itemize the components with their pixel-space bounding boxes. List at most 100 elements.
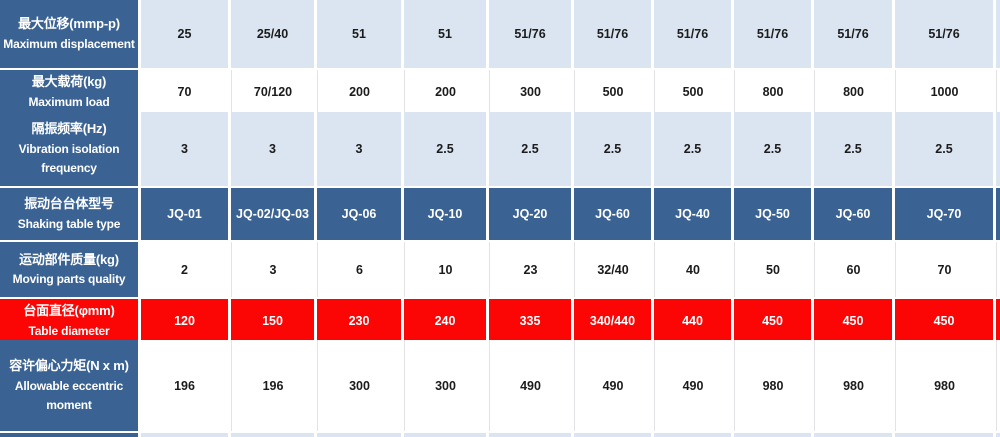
- table-cell: 300: [317, 340, 401, 431]
- table-cell: 3: [317, 112, 401, 186]
- table-cell: JQ-02/JQ-03: [231, 188, 314, 240]
- table-cell: 490: [654, 340, 731, 431]
- table-cell: 240: [404, 299, 486, 343]
- row-label-chinese: 最大载荷(kg): [31, 74, 107, 89]
- table-cell: 340/440: [574, 299, 651, 343]
- table-row-shaking-table-type: 振动台台体型号 Shaking table type JQ-01 JQ-02/JQ-0…: [0, 188, 1000, 240]
- table-cell: 2.5: [895, 112, 993, 186]
- table-cell: JQ-40: [654, 188, 731, 240]
- table-cell-clipped: [996, 242, 1000, 297]
- table-cell: 51/76: [654, 0, 731, 68]
- table-row-table-diameter: 台面直径(φmm) Table diameter 120 150 230 240 335 34…: [0, 299, 1000, 343]
- table-cell-clipped: [996, 299, 1000, 343]
- row-label: 振动台台体型号 Shaking table type: [0, 188, 138, 240]
- table-cell: 6: [317, 242, 401, 297]
- table-cell: 23: [489, 242, 571, 297]
- table-cell: 2.5: [404, 112, 486, 186]
- table-cell: 500: [574, 70, 651, 114]
- table-cell: 300: [404, 340, 486, 431]
- row-label: 容许偏心力矩(N x m) Allowable eccentric moment: [0, 340, 138, 431]
- table-row-moving-parts-quality: 运动部件质量(kg) Moving parts quality 2 3 6 10 23 32/…: [0, 242, 1000, 297]
- table-cell: 150: [231, 299, 314, 343]
- table-cell: 1000: [895, 70, 993, 114]
- table-cell-clipped: [996, 340, 1000, 431]
- table-cell-clipped: [996, 0, 1000, 68]
- table-cell: 2: [141, 242, 228, 297]
- table-cell: 2.5: [734, 112, 811, 186]
- table-cell: JQ-20: [489, 188, 571, 240]
- table-cell: 300: [489, 70, 571, 114]
- row-label: 最大位移(mmp-p) Maximum displacement: [0, 0, 138, 68]
- table-cell: [317, 433, 401, 437]
- table-cell: 500: [654, 70, 731, 114]
- table-cell: 32/40: [574, 242, 651, 297]
- row-label-english: Vibration isolation frequency: [18, 142, 120, 176]
- table-cell: [574, 433, 651, 437]
- table-cell-clipped: [996, 188, 1000, 240]
- row-label: [0, 433, 138, 437]
- table-cell: 70: [141, 70, 228, 114]
- table-cell: 450: [895, 299, 993, 343]
- table-cell: 490: [574, 340, 651, 431]
- table-cell: 70/120: [231, 70, 314, 114]
- table-cell: 196: [231, 340, 314, 431]
- row-label: 台面直径(φmm) Table diameter: [0, 299, 138, 343]
- table-cell: 2.5: [654, 112, 731, 186]
- table-cell: 800: [814, 70, 892, 114]
- table-cell: 200: [404, 70, 486, 114]
- row-label: 运动部件质量(kg) Moving parts quality: [0, 242, 138, 297]
- table-cell: 25: [141, 0, 228, 68]
- table-cell: 70: [895, 242, 993, 297]
- table-cell: JQ-01: [141, 188, 228, 240]
- table-cell: [734, 433, 811, 437]
- table-cell: JQ-10: [404, 188, 486, 240]
- table-row-vibration-isolation-frequency: 隔振频率(Hz) Vibration isolation frequency 3 3 3…: [0, 112, 1000, 186]
- row-label-chinese: 台面直径(φmm): [23, 303, 115, 318]
- table-cell: 10: [404, 242, 486, 297]
- row-label-english: Table diameter: [28, 323, 110, 338]
- table-cell: 50: [734, 242, 811, 297]
- table-cell: 440: [654, 299, 731, 343]
- table-cell: 196: [141, 340, 228, 431]
- table-cell: 60: [814, 242, 892, 297]
- table-cell: 2.5: [814, 112, 892, 186]
- table-cell: 51: [317, 0, 401, 68]
- row-label: 最大载荷(kg) Maximum load: [0, 70, 138, 114]
- row-label-chinese: 容许偏心力矩(N x m): [9, 357, 129, 373]
- table-cell: 25/40: [231, 0, 314, 68]
- table-cell: 51/76: [895, 0, 993, 68]
- row-label-english: Maximum displacement: [3, 36, 135, 51]
- table-cell: [404, 433, 486, 437]
- table-cell: [654, 433, 731, 437]
- table-cell-clipped: [996, 70, 1000, 114]
- table-cell: 980: [814, 340, 892, 431]
- table-cell: 51/76: [814, 0, 892, 68]
- table-row-maximum-load: 最大载荷(kg) Maximum load 70 70/120 200 200 300 500…: [0, 70, 1000, 114]
- table-cell: 3: [141, 112, 228, 186]
- row-label-chinese: 最大位移(mmp-p): [18, 16, 120, 31]
- table-cell: 980: [734, 340, 811, 431]
- table-cell-clipped: [996, 433, 1000, 437]
- table-cell: 450: [734, 299, 811, 343]
- table-cell: 800: [734, 70, 811, 114]
- table-cell: 120: [141, 299, 228, 343]
- row-label: 隔振频率(Hz) Vibration isolation frequency: [0, 112, 138, 186]
- row-label-english: Moving parts quality: [12, 272, 126, 287]
- table-cell: 2.5: [489, 112, 571, 186]
- table-cell: 40: [654, 242, 731, 297]
- table-cell: 51/76: [574, 0, 651, 68]
- table-cell: 490: [489, 340, 571, 431]
- table-cell: 335: [489, 299, 571, 343]
- table-cell: 3: [231, 242, 314, 297]
- row-label-english: Shaking table type: [17, 216, 121, 231]
- table-cell: 200: [317, 70, 401, 114]
- table-cell: [814, 433, 892, 437]
- table-cell-clipped: [996, 112, 1000, 186]
- table-cell: 450: [814, 299, 892, 343]
- table-cell: [489, 433, 571, 437]
- table-cell: [141, 433, 228, 437]
- table-cell: 51/76: [489, 0, 571, 68]
- row-label-english: Allowable eccentric moment: [14, 378, 124, 412]
